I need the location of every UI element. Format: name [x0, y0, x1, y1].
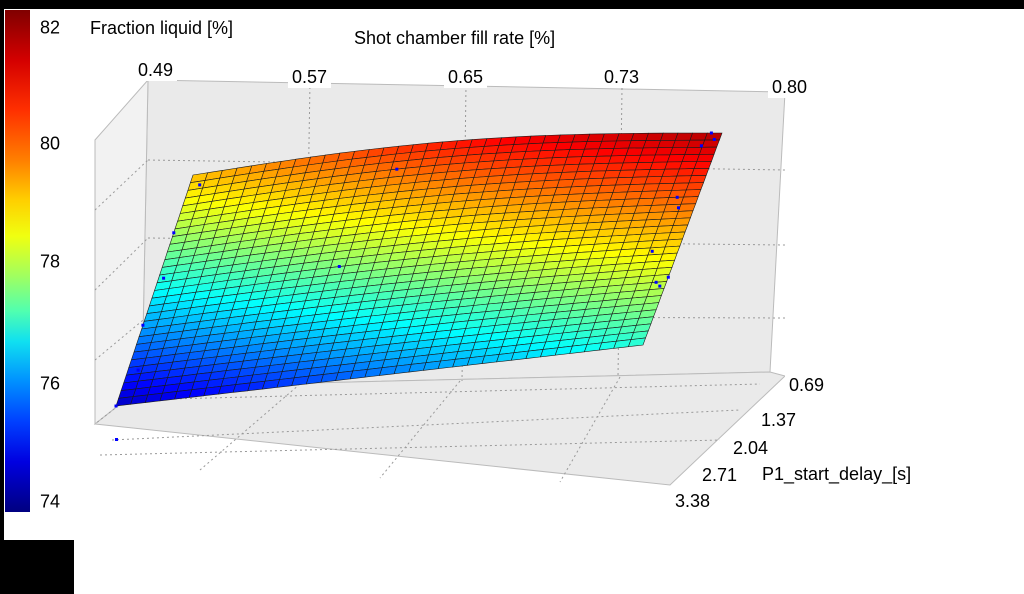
grid-line [129, 383, 761, 401]
surface-patch [672, 139, 691, 148]
surface-patch [693, 160, 712, 169]
data-point [337, 265, 341, 268]
surface-patch [674, 132, 694, 141]
y-tick-label: 1.37 [757, 409, 801, 431]
surface-patch [689, 132, 708, 141]
surface-patch [681, 154, 700, 163]
surface-patch [683, 189, 702, 198]
surface-patch [627, 337, 647, 348]
surface-patch [701, 139, 720, 148]
x-tick-label: 0.73 [600, 66, 644, 88]
data-point [136, 368, 140, 372]
surface-patch [660, 132, 679, 141]
y-tick-label: 0.69 [785, 374, 829, 396]
surface [115, 132, 723, 407]
top-border [0, 0, 1024, 9]
data-point [172, 231, 176, 235]
x-axis-title: Shot chamber fill rate [%] [354, 28, 556, 48]
colorbar [5, 10, 30, 512]
colorbar-tick: 76 [40, 373, 61, 394]
surface-patch [670, 224, 689, 234]
data-point [162, 276, 166, 280]
surface-patch [684, 146, 703, 155]
surface-patch [677, 203, 697, 212]
data-point [654, 280, 658, 284]
x-tick-label: 0.57 [288, 66, 332, 88]
y-tick-label: 3.38 [671, 490, 715, 512]
y-axis-title: P1_start_delay_[s] [762, 464, 912, 484]
x-tick-label: 0.65 [444, 66, 488, 88]
surface-patch [657, 139, 676, 149]
colorbar-tick: 82 [40, 17, 61, 38]
data-point [675, 195, 679, 199]
surface-patch [680, 196, 699, 205]
surface-patch [672, 217, 691, 226]
grid-line [99, 439, 721, 456]
surface-patch [696, 153, 715, 162]
data-point [677, 206, 680, 210]
grid-line [199, 383, 301, 471]
data-point [712, 137, 716, 141]
surface-patch [630, 132, 649, 142]
left-border [0, 9, 4, 594]
grid-line [94, 315, 149, 361]
colorbar-tick: 74 [40, 491, 61, 512]
x-tick-label: 0.49 [134, 59, 178, 81]
surface-patch [685, 182, 705, 191]
data-point [650, 249, 654, 253]
data-point [115, 438, 118, 441]
surface-patch [688, 175, 707, 184]
colorbar-tick: 80 [40, 133, 61, 154]
colorbar-tick: 78 [40, 251, 61, 272]
surface-patch [675, 210, 694, 219]
surface-patch [698, 146, 718, 155]
data-point [699, 144, 703, 148]
y-tick-label: 2.71 [698, 464, 742, 486]
grid-line [379, 380, 461, 479]
surface-patch [628, 140, 647, 149]
grid-line [94, 159, 149, 211]
grid-line [559, 376, 621, 483]
data-point [709, 131, 713, 135]
data-point [395, 167, 399, 171]
scatter-points [114, 131, 716, 441]
y-tick-label: 2.04 [729, 437, 773, 459]
surface-patch [642, 140, 662, 149]
surface-patch [645, 132, 664, 141]
colorbar-title: Fraction liquid [%] [90, 18, 234, 38]
data-point [666, 275, 670, 279]
data-point [114, 404, 118, 408]
data-point [141, 323, 145, 327]
data-point [198, 183, 202, 187]
corner-block [0, 540, 74, 594]
x-tick-label: 0.80 [768, 76, 812, 98]
grid-line [94, 237, 149, 291]
surface-patch [691, 167, 710, 177]
data-point [658, 284, 662, 288]
